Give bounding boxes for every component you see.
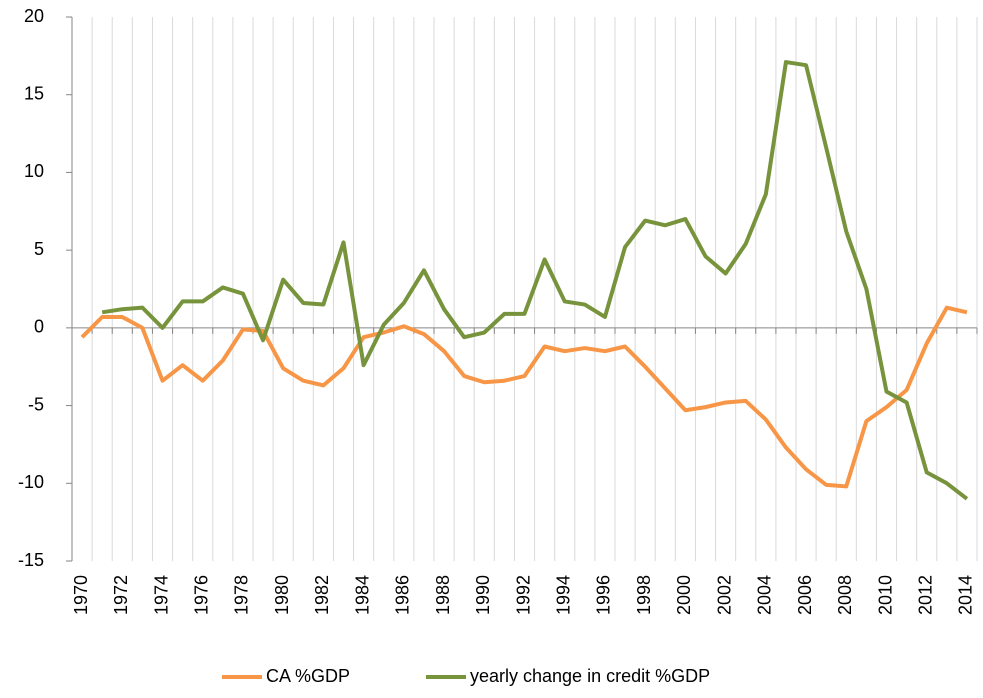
x-tick-label: 1998 [634,575,654,615]
legend-label: yearly change in credit %GDP [470,666,710,686]
x-tick-label: 2008 [835,575,855,615]
x-tick-label: 1982 [312,575,332,615]
x-tick-label: 2006 [795,575,815,615]
x-tick-label: 1976 [191,575,211,615]
x-tick-label: 2000 [674,575,694,615]
x-tick-label: 2004 [755,575,775,615]
y-tick-label: 0 [34,317,44,337]
y-tick-label: 15 [24,83,44,103]
x-tick-label: 1994 [553,575,573,615]
x-tick-label: 1978 [232,575,252,615]
x-tick-label: 1972 [111,575,131,615]
x-tick-label: 1974 [151,575,171,615]
x-tick-label: 1986 [393,575,413,615]
y-tick-label: -5 [28,394,44,414]
y-tick-label: 10 [24,161,44,181]
x-tick-label: 2010 [875,575,895,615]
legend-label: CA %GDP [266,666,350,686]
x-tick-label: 1992 [513,575,533,615]
x-tick-label: 2012 [915,575,935,615]
line [101,60,969,501]
x-tick-label: 1980 [272,575,292,615]
x-tick-label: 1990 [473,575,493,615]
line [80,305,968,489]
x-tick-label: 1984 [352,575,372,615]
x-tick-label: 1970 [71,575,91,615]
y-tick-label: -10 [18,472,44,492]
x-tick-label: 1988 [433,575,453,615]
x-tick-label: 2002 [714,575,734,615]
y-tick-label: 5 [34,239,44,259]
x-tick-label: 1996 [594,575,614,615]
y-tick-label: -15 [18,550,44,570]
y-tick-label: 20 [24,6,44,26]
x-tick-label: 2014 [956,575,976,615]
